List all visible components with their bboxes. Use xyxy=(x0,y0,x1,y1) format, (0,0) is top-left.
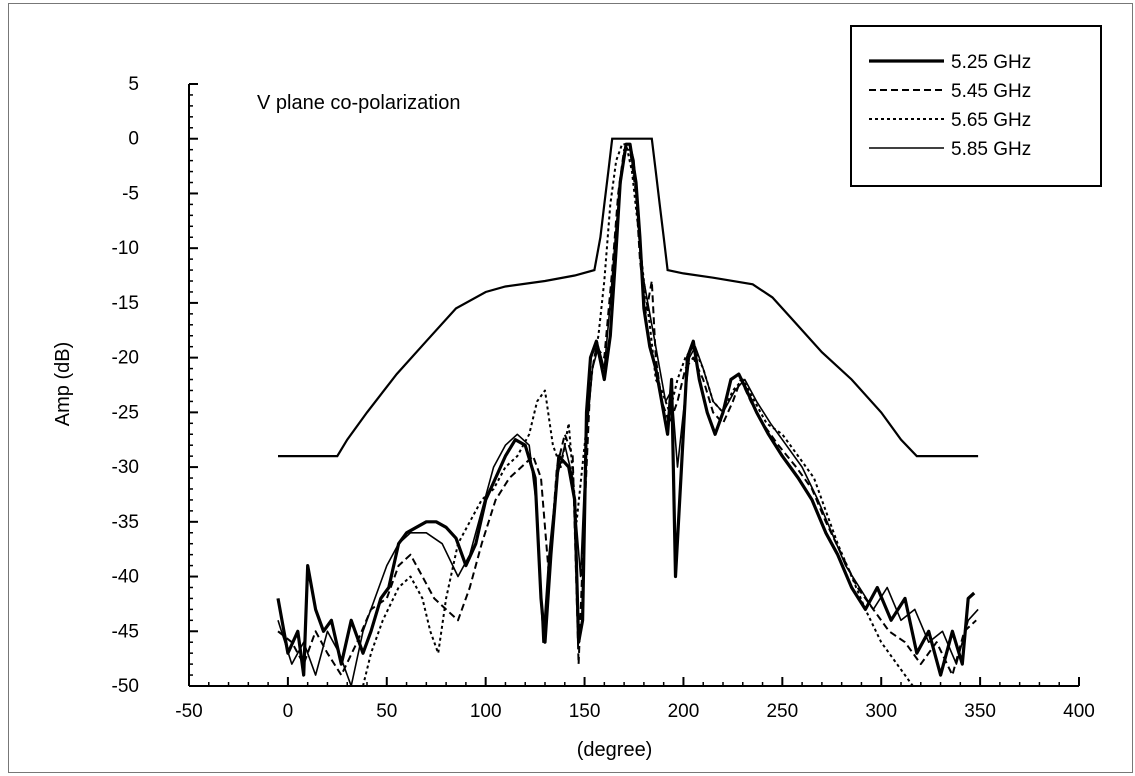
legend-box xyxy=(850,25,1102,187)
y-tick-label: -5 xyxy=(122,183,139,204)
y-tick-label: 0 xyxy=(128,129,139,150)
chart-svg: 50-5-10-15-20-25-30-35-40-45-50-50 0 50 100… xyxy=(52,25,1102,761)
legend-label-5.45: 5.45 GHz xyxy=(951,81,1031,102)
series-line-3 xyxy=(277,143,979,687)
series-line-1 xyxy=(277,148,977,677)
y-tick-label: -40 xyxy=(112,567,139,588)
legend-label-5.85: 5.85 GHz xyxy=(951,139,1031,160)
legend: 5.25 GHz 5.45 GHz 5.65 GHz 5.85 GHz xyxy=(850,25,1102,187)
y-tick-label: -45 xyxy=(112,621,139,642)
plot-area xyxy=(276,137,979,687)
series-line-0 xyxy=(276,142,976,677)
x-axis-label: (degree) xyxy=(577,739,653,761)
legend-label-5.25: 5.25 GHz xyxy=(951,52,1031,73)
chart-annotation: V plane co-polarization xyxy=(257,92,460,114)
y-tick-label: -15 xyxy=(112,293,139,314)
y-tick-label: -25 xyxy=(112,402,139,423)
y-tick-label: -35 xyxy=(112,512,139,533)
y-tick-label: 5 xyxy=(128,74,139,95)
y-tick-label: -30 xyxy=(112,457,139,478)
y-tick-label: -20 xyxy=(112,348,139,369)
legend-label-5.65: 5.65 GHz xyxy=(951,110,1031,131)
x-tick-label: 150 xyxy=(569,701,601,722)
x-tick-label: 100 xyxy=(470,701,502,722)
y-tick-label: -50 xyxy=(112,676,139,697)
chart-frame: 5 0 -5 -10 -15 -20 -25 -30 -35 -40 -45 -50 -50 0 50 100… xyxy=(8,3,1133,773)
x-tick-label: 0 xyxy=(283,701,294,722)
y-axis-label: Amp (dB) xyxy=(52,342,74,426)
axes: 50-5-10-15-20-25-30-35-40-45-50-50 0 50 100… xyxy=(112,74,1095,722)
x-tick-label: 350 xyxy=(964,701,996,722)
x-tick-label: 200 xyxy=(668,701,700,722)
x-tick-label: 250 xyxy=(766,701,798,722)
x-tick-label: 50 xyxy=(376,701,397,722)
mask-line xyxy=(278,137,979,458)
x-tick-label: -50 xyxy=(175,701,202,722)
y-tick-label: -10 xyxy=(112,238,139,259)
x-tick-label: 400 xyxy=(1063,701,1095,722)
x-tick-label: 300 xyxy=(865,701,897,722)
